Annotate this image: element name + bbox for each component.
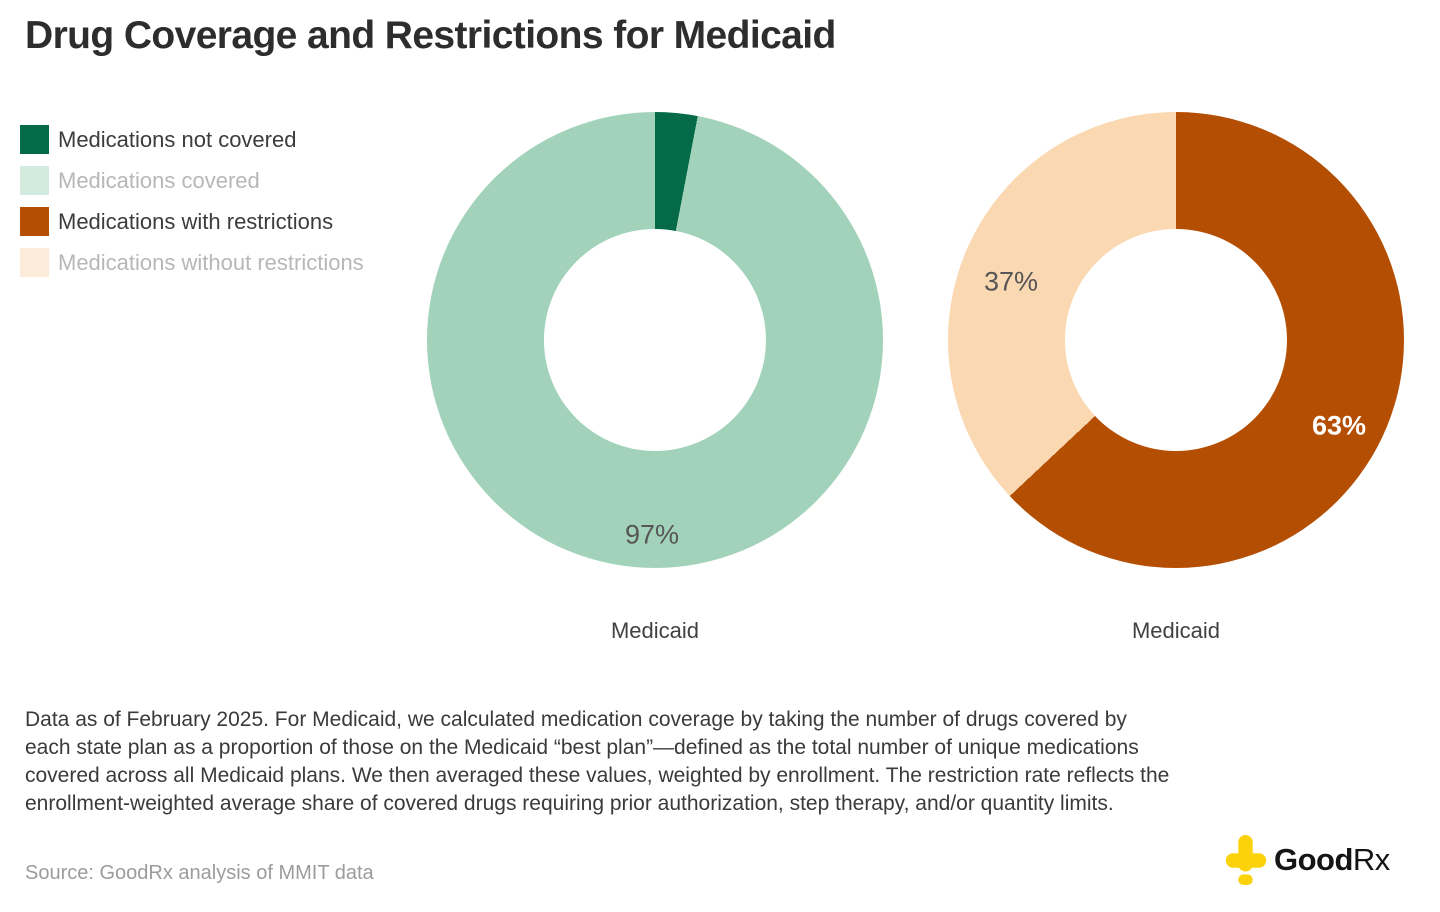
legend-label: Medications not covered	[58, 126, 297, 152]
donut-ring-restrictions: 37% 63%	[948, 112, 1404, 568]
plus-icon	[1225, 835, 1267, 885]
legend-item-with-restrictions: Medications with restrictions	[20, 207, 364, 236]
legend-swatch-not-covered	[20, 125, 49, 154]
category-label-medicaid-restrictions: Medicaid	[1131, 618, 1221, 643]
legend-item-not-covered: Medications not covered	[20, 125, 364, 154]
legend-item-without-restrictions: Medications without restrictions	[20, 248, 364, 277]
legend-label: Medications without restrictions	[58, 249, 364, 275]
legend-label: Medications covered	[58, 167, 260, 193]
goodrx-wordmark: GoodRx	[1274, 842, 1390, 877]
donut-hole	[543, 228, 767, 452]
legend-label: Medications with restrictions	[58, 208, 334, 234]
legend-item-covered: Medications covered	[20, 166, 364, 195]
legend-swatch-covered	[20, 166, 49, 195]
donut-chart-restrictions: 37% 63% Medicaid	[948, 112, 1404, 644]
donut-chart-coverage: 97% Medicaid	[427, 112, 883, 644]
data-label-covered: 97%	[624, 519, 680, 550]
goodrx-logo: GoodRx	[1225, 835, 1390, 885]
footnote-text: Data as of February 2025. For Medicaid, …	[25, 708, 1170, 815]
page-title: Drug Coverage and Restrictions for Medic…	[25, 14, 836, 57]
legend: Medications not covered Medications cove…	[20, 125, 364, 277]
legend-swatch-without-restrictions	[20, 248, 49, 277]
data-label-without-restrictions: 37%	[983, 266, 1039, 297]
data-label-with-restrictions: 63%	[1311, 410, 1367, 441]
category-label-medicaid-coverage: Medicaid	[610, 618, 700, 643]
donut-hole	[1064, 228, 1288, 452]
source-line: Source: GoodRx analysis of MMIT data	[25, 862, 374, 884]
donut-ring-coverage: 97%	[427, 112, 883, 568]
legend-swatch-with-restrictions	[20, 207, 49, 236]
